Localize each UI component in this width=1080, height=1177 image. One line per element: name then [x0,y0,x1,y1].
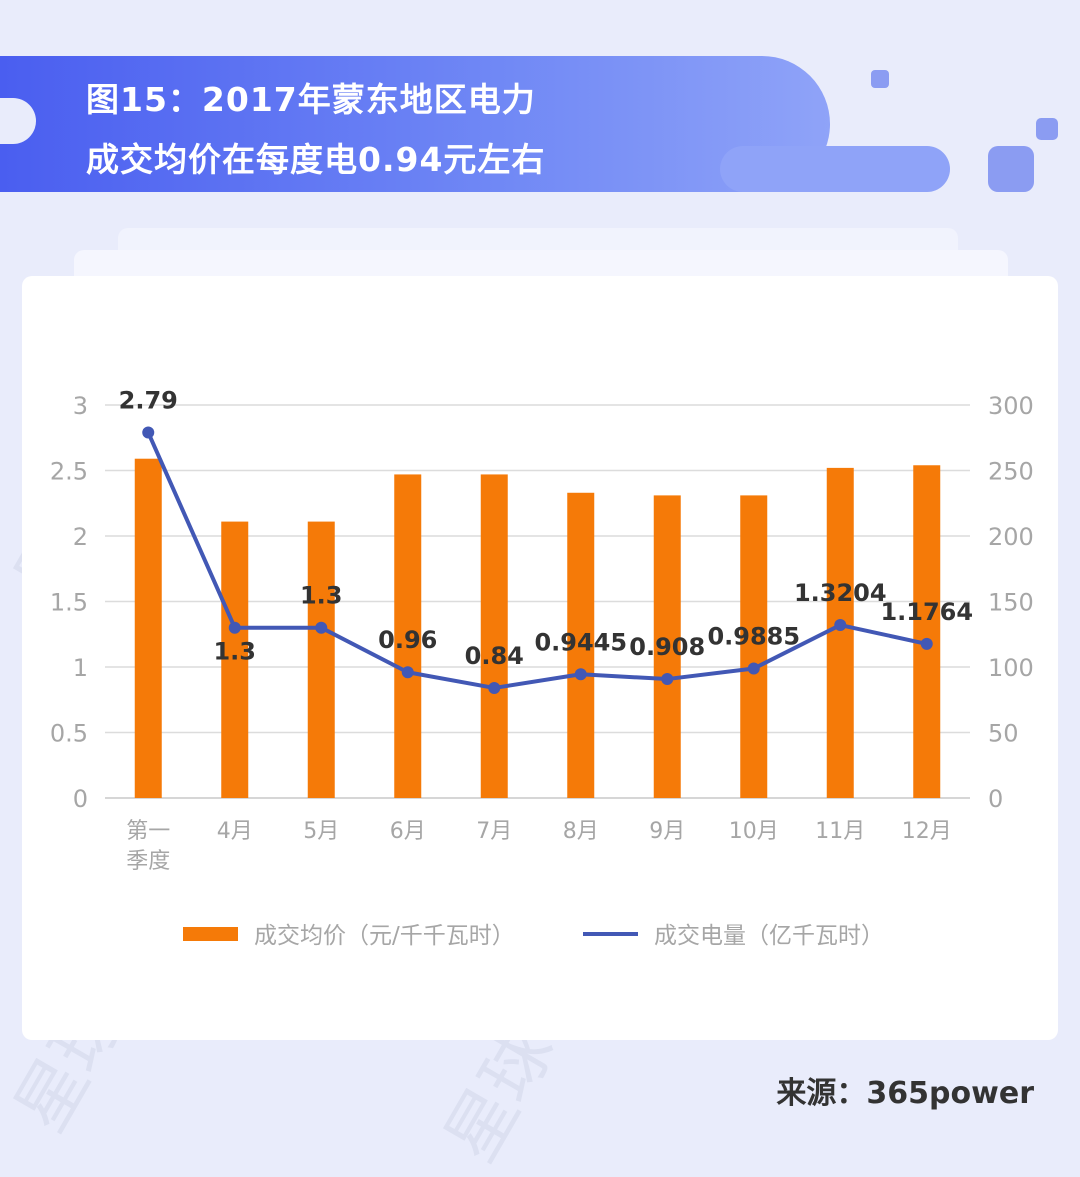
bar [913,465,941,798]
left-tick-label: 2.5 [50,458,88,486]
line-point [834,619,847,632]
data-label: 1.3 [300,582,343,610]
bar [221,521,249,798]
series-line [146,431,928,690]
line-point [228,621,241,634]
right-tick-label: 100 [988,654,1034,682]
category-label: 6月 [390,819,426,844]
data-label: 0.908 [629,633,705,661]
data-label: 0.84 [465,642,524,670]
line-point [315,621,328,634]
chart-card [22,276,1058,1040]
bar [134,458,162,798]
category-label: 第一 [126,819,170,844]
bar [653,495,681,798]
line-point [488,681,501,694]
right-axis-ticks: 0 50 100 150 200 250 300 [988,392,1034,813]
bar [740,495,768,798]
bar-series [134,458,941,798]
category-label: 9月 [649,819,685,844]
legend: 成交均价（元/千千瓦时） 成交电量（亿千瓦时） [183,923,884,949]
source-label: 来源：365power [776,1076,1034,1111]
decor-square [871,70,889,88]
decor-square [988,146,1034,192]
line-point [142,426,155,439]
title-banner-tail [720,146,950,192]
right-tick-label: 200 [988,523,1034,551]
bar [307,521,335,798]
left-tick-label: 1.5 [50,589,88,617]
category-label: 8月 [563,819,599,844]
legend-bar-label: 成交均价（元/千千瓦时） [254,923,515,949]
title-line-1: 图15：2017年蒙东地区电力 [86,80,536,119]
data-label: 2.79 [119,387,178,415]
left-tick-label: 0 [73,785,88,813]
right-tick-label: 250 [988,458,1034,486]
line-point [401,666,414,679]
left-tick-label: 1 [73,654,88,682]
right-tick-label: 50 [988,720,1019,748]
bar [394,474,422,798]
line-point [661,673,674,686]
left-tick-label: 0.5 [50,720,88,748]
chart: 0 0.5 1 1.5 2 2.5 3 0 50 100 150 200 250 300 2.79 1.3… [50,387,1034,949]
data-label: 0.9445 [534,628,627,656]
right-tick-label: 150 [988,589,1034,617]
title-banner [0,56,830,192]
banner-notch [0,98,36,144]
category-label: 10月 [729,819,779,844]
right-tick-label: 300 [988,392,1034,420]
left-tick-label: 3 [73,392,88,420]
bar [480,474,508,798]
data-label: 1.1764 [880,598,973,626]
data-label: 0.9885 [707,623,800,651]
data-label: 1.3 [213,638,256,666]
bar [567,492,595,798]
left-axis-ticks: 0 0.5 1 1.5 2 2.5 3 [50,392,88,813]
category-label: 11月 [815,819,865,844]
left-tick-label: 2 [73,523,88,551]
page-title: 图15：2017年蒙东地区电力 成交均价在每度电0.94元左右 [86,70,726,190]
legend-bar-swatch [183,927,238,941]
category-label: 5月 [303,819,339,844]
category-label: 12月 [902,819,952,844]
bar [826,467,854,798]
line-point [574,668,587,681]
right-tick-label: 0 [988,785,1003,813]
category-label: 7月 [476,819,512,844]
data-label: 1.3204 [794,579,887,607]
line-series: 2.79 1.3 1.3 0.96 0.84 0.9445 0.908 0.9885 1.320… [119,387,973,694]
category-label: 季度 [126,849,170,874]
line-point [747,662,760,675]
data-label: 0.96 [378,626,437,654]
decor-square [1036,118,1058,140]
line-point [920,637,933,650]
legend-line-label: 成交电量（亿千瓦时） [654,923,884,949]
grid-lines [105,404,970,799]
title-line-2: 成交均价在每度电0.94元左右 [86,140,546,179]
category-label: 4月 [217,819,253,844]
